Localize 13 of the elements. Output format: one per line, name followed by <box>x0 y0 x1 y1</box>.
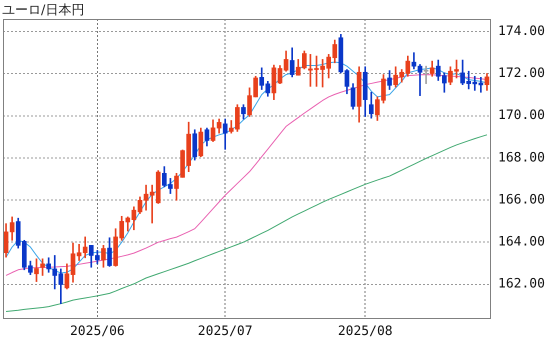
chart-title: ユーロ/日本円 <box>2 2 84 19</box>
y-tick-label: 172.00 <box>498 66 545 82</box>
y-tick-label: 162.00 <box>498 276 545 292</box>
y-tick-label: 164.00 <box>498 234 545 250</box>
y-tick-label: 168.00 <box>498 150 545 166</box>
x-tick-label: 2025/06 <box>70 324 125 340</box>
y-tick-label: 174.00 <box>498 24 545 40</box>
y-tick-label: 170.00 <box>498 108 545 124</box>
y-tick-label: 166.00 <box>498 192 545 208</box>
candlestick <box>40 258 45 276</box>
x-tick-label: 2025/07 <box>198 324 253 340</box>
x-tick-label: 2025/08 <box>338 324 393 340</box>
candlestick <box>34 258 39 282</box>
